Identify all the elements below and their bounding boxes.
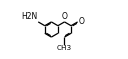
Text: O: O [62,12,67,21]
Text: CH3: CH3 [57,45,72,51]
Text: H2N: H2N [21,12,38,21]
Text: O: O [78,17,84,26]
